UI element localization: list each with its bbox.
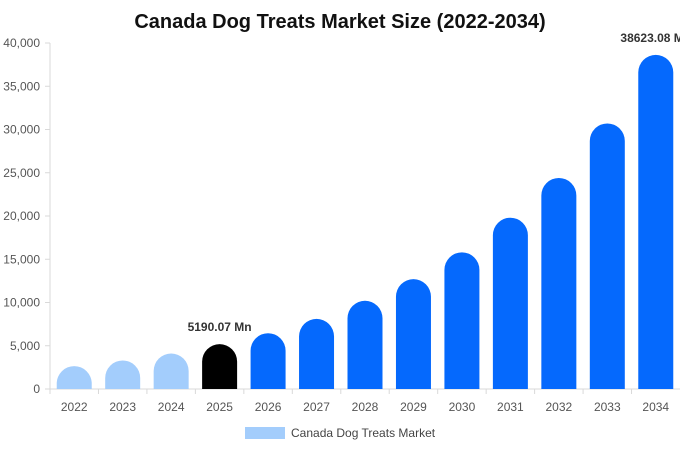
x-tick-label-2029: 2029	[400, 400, 427, 414]
x-tick-label-2031: 2031	[497, 400, 524, 414]
x-tick-label-2034: 2034	[642, 400, 669, 414]
legend[interactable]: Canada Dog Treats Market	[245, 426, 436, 440]
legend-swatch	[245, 427, 285, 439]
data-label-2025: 5190.07 Mn	[188, 320, 252, 334]
axes: 0 5,000 10,000 15,000 20,000 25,000 30,000 35,0…	[3, 36, 680, 414]
bar-2023[interactable]	[105, 360, 141, 389]
bar-2025[interactable]	[202, 344, 238, 389]
x-tick-label-2030: 2030	[449, 400, 476, 414]
bar-2026[interactable]	[250, 333, 286, 389]
y-tick-label: 30,000	[3, 123, 40, 137]
bar-2030[interactable]	[444, 252, 480, 389]
x-tick-label-2025: 2025	[206, 400, 233, 414]
x-tick-label-2032: 2032	[545, 400, 572, 414]
y-tick-label: 15,000	[3, 252, 40, 266]
y-tick-label: 40,000	[3, 36, 40, 50]
y-tick-label: 20,000	[3, 209, 40, 223]
bar-2034[interactable]	[638, 54, 674, 390]
y-tick-label: 5,000	[10, 339, 40, 353]
bars	[56, 54, 674, 390]
data-labels: 5190.07 Mn 38623.08 Mn	[188, 31, 680, 334]
x-tick-label-2023: 2023	[109, 400, 136, 414]
x-tick-label-2028: 2028	[352, 400, 379, 414]
bar-2024[interactable]	[153, 353, 189, 389]
y-tick-label: 35,000	[3, 79, 40, 93]
y-tick-label: 0	[33, 382, 40, 396]
bar-2022[interactable]	[56, 366, 92, 389]
x-tick-label-2026: 2026	[255, 400, 282, 414]
legend-label: Canada Dog Treats Market	[291, 426, 436, 440]
x-tick-label-2022: 2022	[61, 400, 88, 414]
chart-title: Canada Dog Treats Market Size (2022-2034…	[134, 11, 545, 33]
y-tick-label: 25,000	[3, 166, 40, 180]
bar-2027[interactable]	[299, 318, 335, 389]
bar-2029[interactable]	[395, 279, 431, 389]
x-tick-label-2024: 2024	[158, 400, 185, 414]
data-label-2034: 38623.08 Mn	[620, 31, 680, 45]
x-tick-label-2027: 2027	[303, 400, 330, 414]
bar-2033[interactable]	[589, 123, 625, 390]
bar-2031[interactable]	[492, 217, 528, 389]
x-tick-label-2033: 2033	[594, 400, 621, 414]
y-tick-label: 10,000	[3, 296, 40, 310]
bar-2028[interactable]	[347, 300, 383, 389]
bar-2032[interactable]	[541, 177, 577, 389]
